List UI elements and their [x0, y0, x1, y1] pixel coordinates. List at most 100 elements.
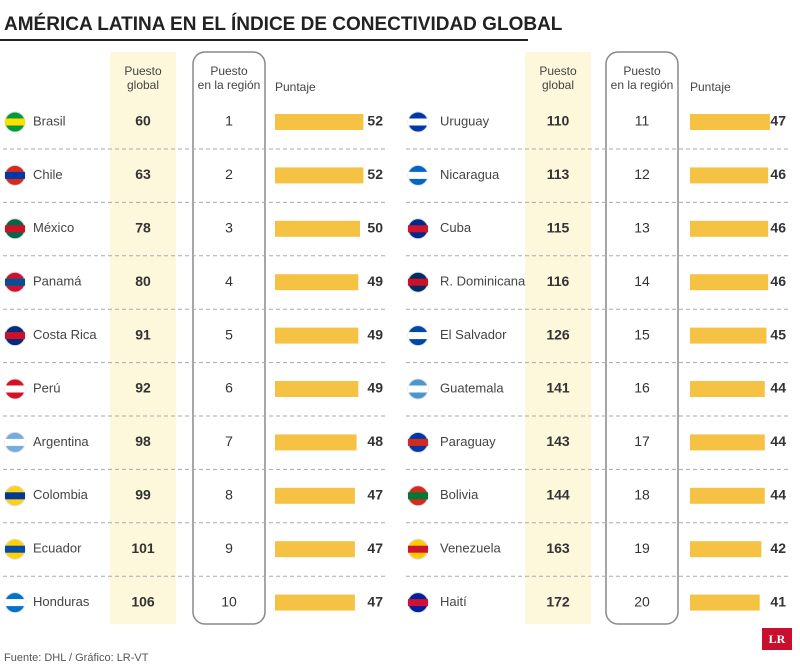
region-rank: 10	[221, 593, 237, 609]
global-rank: 99	[135, 487, 151, 503]
header-score: Puntaje	[275, 80, 316, 94]
score-label: 47	[367, 540, 383, 556]
flag-band	[5, 278, 25, 286]
score-bar	[275, 327, 359, 344]
country-name: Nicaragua	[440, 167, 500, 182]
global-rank: 63	[135, 166, 151, 182]
global-rank: 163	[546, 540, 570, 556]
score-label: 48	[367, 433, 383, 449]
flag-band	[408, 599, 428, 607]
country-name: R. Dominicana	[440, 274, 526, 289]
global-column-bg	[110, 52, 176, 624]
region-rank: 12	[634, 166, 650, 182]
flag-band	[5, 438, 25, 446]
flag-band	[5, 385, 25, 393]
global-column-bg	[525, 52, 591, 624]
global-rank: 126	[546, 326, 570, 342]
score-bar	[690, 434, 765, 451]
score-label: 49	[367, 380, 383, 396]
score-bar	[275, 167, 364, 184]
score-bar	[690, 594, 760, 611]
region-rank: 15	[634, 326, 650, 342]
region-rank: 8	[225, 487, 233, 503]
region-rank: 17	[634, 433, 650, 449]
title: AMÉRICA LATINA EN EL ÍNDICE DE CONECTIVI…	[4, 13, 563, 35]
country-name: Brasil	[33, 113, 66, 128]
country-name: Uruguay	[440, 113, 490, 128]
country-name: Argentina	[33, 434, 89, 449]
country-name: Guatemala	[440, 380, 504, 395]
flag-band	[5, 599, 25, 607]
score-bar	[275, 594, 355, 611]
score-bar	[690, 327, 767, 344]
country-name: Chile	[33, 167, 63, 182]
global-rank: 141	[546, 380, 570, 396]
flag-band	[408, 385, 428, 393]
global-rank: 113	[547, 166, 570, 182]
header-score: Puntaje	[690, 80, 731, 94]
score-label: 49	[367, 326, 383, 342]
score-label: 52	[367, 113, 383, 129]
global-rank: 116	[547, 273, 570, 289]
score-label: 47	[367, 487, 383, 503]
global-rank: 101	[131, 540, 155, 556]
region-rank: 4	[225, 273, 233, 289]
score-bar	[275, 274, 359, 291]
header-region: Puesto en la región	[198, 64, 261, 92]
header-global: Puesto global	[124, 64, 162, 92]
country-name: Panamá	[33, 274, 82, 289]
region-column-box	[192, 51, 266, 625]
global-rank: 78	[135, 220, 151, 236]
flag-band	[408, 225, 428, 233]
region-rank: 2	[225, 166, 233, 182]
logo: LR	[769, 632, 786, 646]
country-name: Perú	[33, 380, 60, 395]
flag-band	[408, 332, 428, 340]
region-rank: 19	[634, 540, 650, 556]
region-rank: 9	[225, 540, 233, 556]
country-name: Venezuela	[440, 541, 501, 556]
flag-band	[408, 278, 428, 286]
region-rank: 13	[634, 220, 650, 236]
country-name: Honduras	[33, 594, 90, 609]
logo-box	[762, 628, 792, 650]
country-name: Costa Rica	[33, 327, 97, 342]
region-rank: 1	[225, 113, 233, 129]
global-rank: 143	[546, 433, 570, 449]
flag-band	[5, 545, 25, 553]
score-bar	[275, 434, 357, 451]
score-label: 50	[367, 220, 383, 236]
global-rank: 110	[547, 113, 570, 129]
score-bar	[275, 381, 359, 397]
country-name: Colombia	[33, 487, 89, 502]
region-rank: 20	[634, 593, 650, 609]
score-bar	[690, 541, 762, 558]
score-bar	[690, 381, 765, 397]
score-label: 44	[770, 487, 786, 503]
flag-band	[5, 225, 25, 233]
score-label: 46	[770, 220, 786, 236]
region-rank: 5	[225, 326, 233, 342]
score-label: 52	[367, 166, 383, 182]
flag-band	[5, 118, 25, 126]
region-rank: 3	[225, 220, 233, 236]
flag-band	[5, 171, 25, 179]
score-bar	[275, 114, 364, 130]
score-bar	[690, 114, 770, 130]
score-bar	[690, 220, 769, 237]
score-label: 41	[770, 593, 786, 609]
score-label: 47	[367, 593, 383, 609]
global-rank: 92	[135, 380, 151, 396]
region-column-box	[605, 51, 679, 625]
global-rank: 60	[135, 113, 151, 129]
flag-band	[408, 438, 428, 446]
flag-band	[408, 545, 428, 553]
flag-band	[408, 492, 428, 500]
score-label: 44	[770, 433, 786, 449]
region-rank: 7	[225, 433, 233, 449]
global-rank: 80	[135, 273, 151, 289]
region-rank: 14	[634, 273, 650, 289]
header-global: Puesto global	[539, 64, 577, 92]
score-label: 44	[770, 380, 786, 396]
